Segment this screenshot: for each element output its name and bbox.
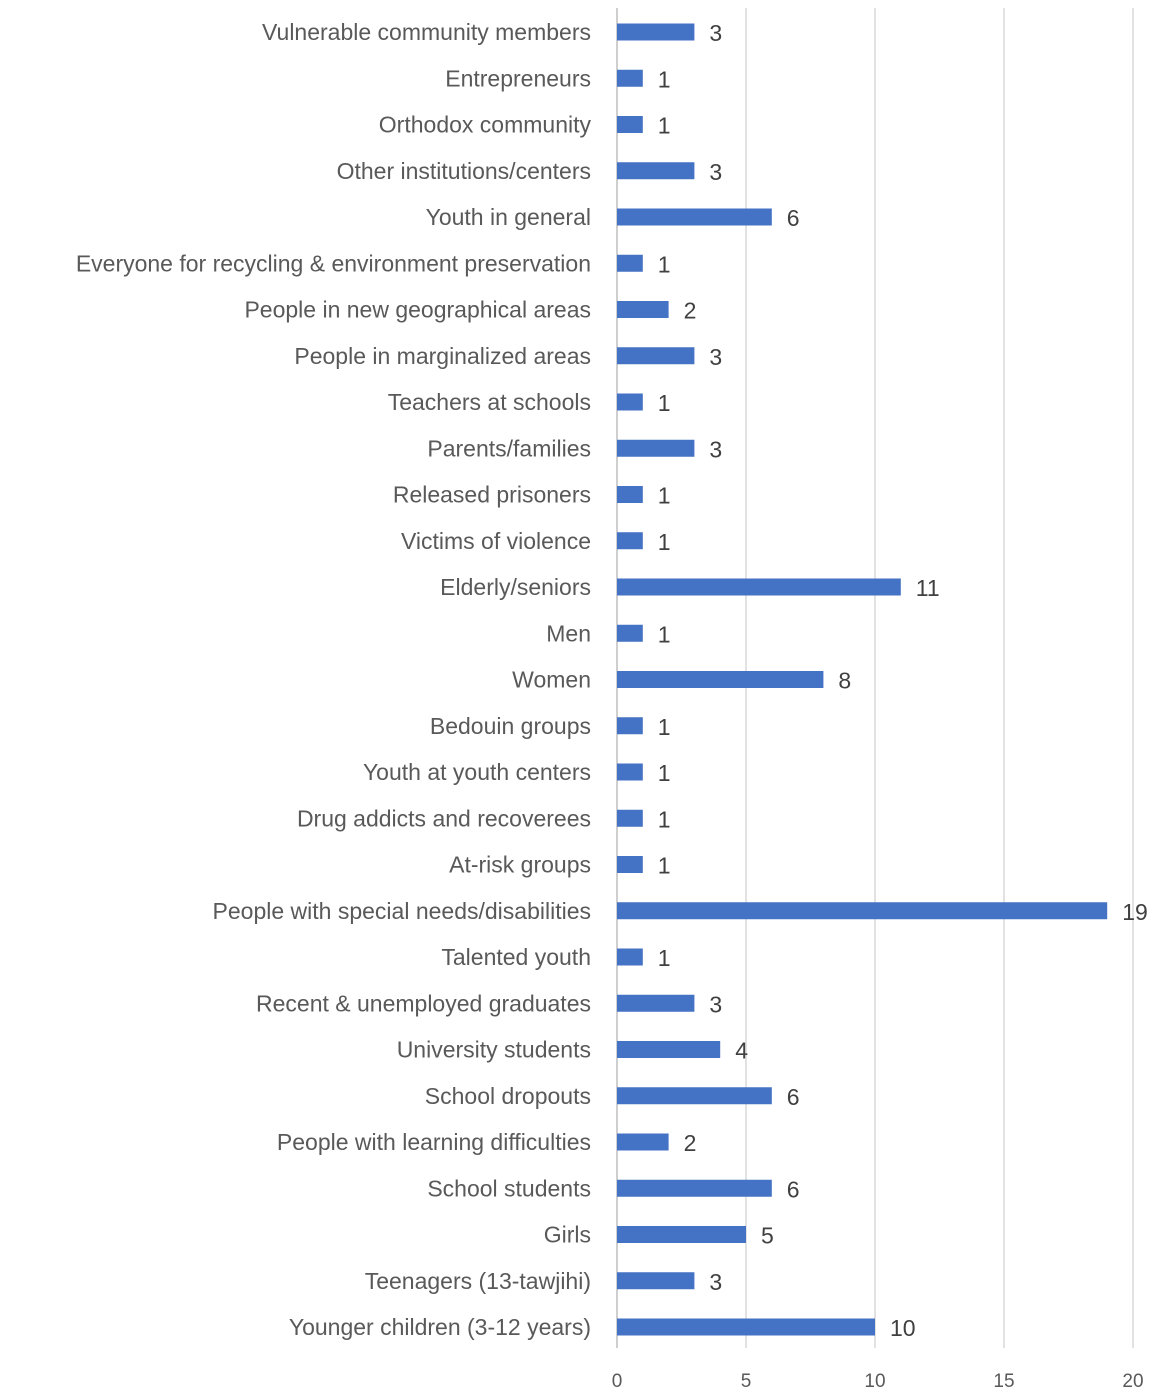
bar (617, 1179, 772, 1197)
data-label: 1 (658, 760, 671, 786)
data-label: 6 (787, 1084, 800, 1110)
bars (617, 23, 1108, 1336)
category-label: Younger children (3-12 years) (289, 1314, 591, 1340)
bar (617, 116, 643, 133)
category-label: Parents/families (427, 435, 591, 461)
category-label: Talented youth (441, 944, 591, 970)
bar (617, 994, 695, 1012)
data-label: 1 (658, 853, 671, 879)
bar (617, 162, 695, 180)
bar (617, 254, 643, 272)
category-label: Teenagers (13-tawjihi) (365, 1268, 591, 1294)
data-label: 19 (1122, 899, 1148, 925)
data-label: 1 (658, 945, 671, 971)
bar (617, 393, 643, 411)
x-tick-label: 0 (612, 1371, 623, 1390)
category-label: Released prisoners (393, 482, 591, 508)
data-label: 3 (709, 436, 722, 462)
bar (617, 1041, 721, 1058)
bar (617, 486, 643, 503)
category-label: Entrepreneurs (445, 65, 591, 91)
x-axis-ticks: 0 5 10 15 20 (612, 1371, 1144, 1390)
bar (617, 856, 643, 873)
category-label: Recent & unemployed graduates (256, 990, 591, 1016)
bar (617, 301, 669, 318)
data-label: 3 (709, 1269, 722, 1295)
data-label: 6 (787, 205, 800, 231)
bar (617, 1226, 746, 1243)
data-label: 1 (658, 621, 671, 647)
bar (617, 1318, 875, 1336)
data-label: 2 (684, 298, 697, 324)
data-label: 3 (709, 344, 722, 370)
x-tick-label: 5 (741, 1371, 752, 1390)
data-label: 1 (658, 483, 671, 509)
bar (617, 1133, 669, 1151)
data-label: 1 (658, 390, 671, 416)
category-label: University students (397, 1037, 591, 1063)
gridlines (616, 8, 1134, 1348)
category-label: Drug addicts and recoverees (297, 805, 591, 831)
bar (617, 208, 772, 226)
data-label: 2 (684, 1130, 697, 1156)
data-label: 10 (890, 1315, 916, 1341)
category-label: School dropouts (425, 1083, 591, 1109)
category-label: Other institutions/centers (337, 158, 591, 184)
data-label: 8 (838, 668, 851, 694)
data-label: 1 (658, 251, 671, 277)
x-tick-label: 15 (993, 1371, 1014, 1390)
category-label: Youth at youth centers (363, 759, 591, 785)
data-label: 5 (761, 1223, 774, 1249)
bar (617, 624, 643, 642)
bar (617, 69, 643, 87)
category-label: Orthodox community (379, 112, 592, 138)
bar (617, 1272, 695, 1290)
category-label: Youth in general (426, 204, 591, 230)
category-label: At-risk groups (449, 852, 591, 878)
category-label: School students (427, 1175, 591, 1201)
bar (617, 532, 643, 550)
x-tick-label: 20 (1122, 1371, 1143, 1390)
category-label: Men (546, 620, 591, 646)
bar (617, 763, 643, 781)
category-label: Victims of violence (401, 528, 591, 554)
category-labels: Vulnerable community members Entrepreneur… (76, 19, 592, 1340)
data-label: 3 (709, 159, 722, 185)
data-label: 6 (787, 1176, 800, 1202)
bar (617, 1087, 772, 1105)
data-label: 1 (658, 806, 671, 832)
category-label: People with special needs/disabilities (213, 898, 591, 924)
category-label: Teachers at schools (388, 389, 591, 415)
category-label: Women (512, 667, 591, 693)
category-label: Bedouin groups (430, 713, 591, 739)
x-tick-label: 10 (864, 1371, 885, 1390)
category-label: Elderly/seniors (440, 574, 591, 600)
category-label: People in marginalized areas (294, 343, 591, 369)
category-label: Girls (544, 1222, 591, 1248)
bar (617, 902, 1108, 920)
data-label: 1 (658, 113, 671, 139)
bar (617, 671, 824, 688)
category-label: People with learning difficulties (277, 1129, 591, 1155)
category-label: Vulnerable community members (262, 19, 591, 45)
bar (617, 439, 695, 457)
data-label: 3 (709, 20, 722, 46)
data-label: 1 (658, 714, 671, 740)
bar (617, 578, 901, 596)
bar (617, 948, 643, 966)
bar (617, 809, 643, 827)
data-label: 4 (735, 1038, 748, 1064)
data-label: 11 (916, 575, 940, 601)
data-label: 1 (658, 66, 671, 92)
data-label: 3 (709, 991, 722, 1017)
bar (617, 23, 695, 41)
bar (617, 717, 643, 735)
data-label: 1 (658, 529, 671, 555)
category-label: Everyone for recycling & environment pre… (76, 250, 591, 276)
category-label: People in new geographical areas (244, 297, 591, 323)
bar (617, 347, 695, 365)
